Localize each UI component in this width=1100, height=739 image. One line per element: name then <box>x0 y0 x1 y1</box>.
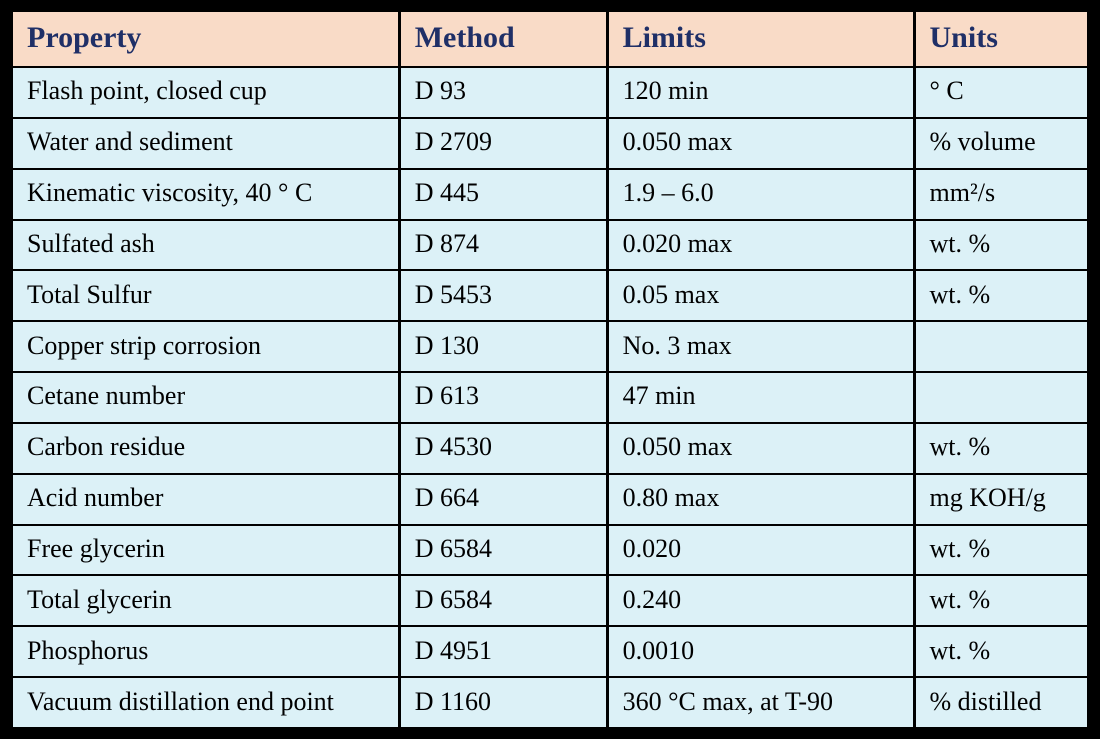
cell-units: mm²/s <box>912 167 1091 221</box>
cell-limits: 1.9 – 6.0 <box>605 167 916 221</box>
cell-method: D 2709 <box>397 116 609 170</box>
cell-units: wt. % <box>912 523 1091 577</box>
cell-method: D 613 <box>397 371 609 424</box>
column-header-property: Property <box>10 10 401 68</box>
cell-method: D 874 <box>397 218 609 272</box>
cell-limits: 0.80 max <box>605 472 916 526</box>
cell-units: ° C <box>912 66 1091 119</box>
cell-method: D 6584 <box>397 523 609 577</box>
fuel-spec-table: Property Method Limits Units Flash point… <box>10 10 1091 729</box>
table-row: Total Sulfur D 5453 0.05 max wt. % <box>10 269 1091 323</box>
cell-limits: 47 min <box>605 371 916 424</box>
cell-property: Total glycerin <box>10 574 401 628</box>
cell-property: Water and sediment <box>10 116 401 170</box>
cell-units <box>912 320 1091 374</box>
header-row: Property Method Limits Units <box>10 10 1091 68</box>
cell-limits: 0.0010 <box>605 625 916 679</box>
table-row: Free glycerin D 6584 0.020 wt. % <box>10 523 1091 577</box>
cell-method: D 130 <box>397 320 609 374</box>
cell-method: D 93 <box>397 66 609 119</box>
cell-limits: No. 3 max <box>605 320 916 374</box>
cell-method: D 664 <box>397 472 609 526</box>
cell-method: D 445 <box>397 167 609 221</box>
cell-limits: 0.05 max <box>605 269 916 323</box>
cell-limits: 120 min <box>605 66 916 119</box>
cell-method: D 4530 <box>397 421 609 475</box>
table-row: Sulfated ash D 874 0.020 max wt. % <box>10 218 1091 272</box>
cell-property: Total Sulfur <box>10 269 401 323</box>
cell-limits: 0.050 max <box>605 421 916 475</box>
table-row: Total glycerin D 6584 0.240 wt. % <box>10 574 1091 628</box>
cell-limits: 360 °C max, at T-90 <box>605 676 916 729</box>
cell-limits: 0.050 max <box>605 116 916 170</box>
cell-method: D 6584 <box>397 574 609 628</box>
cell-units: % volume <box>912 116 1091 170</box>
cell-property: Kinematic viscosity, 40 ° C <box>10 167 401 221</box>
column-header-limits: Limits <box>605 10 916 68</box>
cell-limits: 0.020 max <box>605 218 916 272</box>
cell-units: mg KOH/g <box>912 472 1091 526</box>
cell-method: D 1160 <box>397 676 609 729</box>
cell-units: % distilled <box>912 676 1091 729</box>
table-row: Water and sediment D 2709 0.050 max % vo… <box>10 116 1091 170</box>
cell-units: wt. % <box>912 625 1091 679</box>
cell-property: Copper strip corrosion <box>10 320 401 374</box>
cell-property: Vacuum distillation end point <box>10 676 401 729</box>
cell-units: wt. % <box>912 218 1091 272</box>
cell-method: D 5453 <box>397 269 609 323</box>
table-row: Kinematic viscosity, 40 ° C D 445 1.9 – … <box>10 167 1091 221</box>
table-row: Vacuum distillation end point D 1160 360… <box>10 676 1091 729</box>
cell-property: Flash point, closed cup <box>10 66 401 119</box>
cell-units: wt. % <box>912 574 1091 628</box>
cell-property: Free glycerin <box>10 523 401 577</box>
table-row: Flash point, closed cup D 93 120 min ° C <box>10 66 1091 119</box>
cell-units <box>912 371 1091 424</box>
cell-units: wt. % <box>912 269 1091 323</box>
cell-property: Acid number <box>10 472 401 526</box>
table-header: Property Method Limits Units <box>10 10 1091 68</box>
column-header-method: Method <box>397 10 609 68</box>
column-header-units: Units <box>912 10 1091 68</box>
cell-property: Phosphorus <box>10 625 401 679</box>
cell-method: D 4951 <box>397 625 609 679</box>
table-row: Copper strip corrosion D 130 No. 3 max <box>10 320 1091 374</box>
table-row: Phosphorus D 4951 0.0010 wt. % <box>10 625 1091 679</box>
table-row: Acid number D 664 0.80 max mg KOH/g <box>10 472 1091 526</box>
table-row: Carbon residue D 4530 0.050 max wt. % <box>10 421 1091 475</box>
cell-units: wt. % <box>912 421 1091 475</box>
cell-property: Cetane number <box>10 371 401 424</box>
table-row: Cetane number D 613 47 min <box>10 371 1091 424</box>
cell-property: Sulfated ash <box>10 218 401 272</box>
table-body: Flash point, closed cup D 93 120 min ° C… <box>10 66 1091 729</box>
cell-property: Carbon residue <box>10 421 401 475</box>
cell-limits: 0.240 <box>605 574 916 628</box>
cell-limits: 0.020 <box>605 523 916 577</box>
